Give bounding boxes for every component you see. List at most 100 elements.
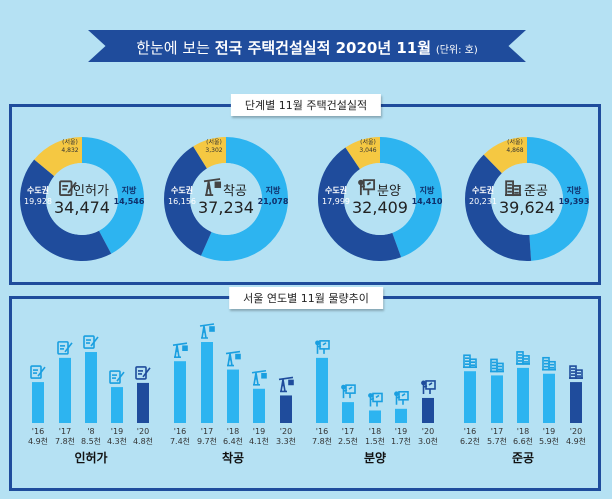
bar-value-label: 4.9천 <box>28 436 48 446</box>
bar <box>227 369 239 423</box>
document-pen-icon <box>83 335 99 349</box>
bar <box>174 361 186 423</box>
document-pen-icon <box>59 180 77 197</box>
crane-icon <box>225 350 241 367</box>
donut-total: 32,409 <box>352 198 408 217</box>
bar-value-label: 3.3천 <box>276 436 296 446</box>
bar-value-label: 9.7천 <box>197 436 217 446</box>
document-pen-icon <box>109 370 125 384</box>
seoul-label: (서울) <box>507 138 523 146</box>
donut-slice-capital <box>163 146 212 256</box>
donut-total: 34,474 <box>54 198 110 217</box>
bar-value-label: 1.5천 <box>365 436 385 446</box>
bar <box>59 357 71 423</box>
title-main: 전국 주택건설실적 2020년 11월 <box>214 39 432 57</box>
bar-value-label: 6.2천 <box>460 436 480 446</box>
presenter-board-icon <box>394 391 409 405</box>
bar <box>464 371 476 423</box>
donut-slice-seoul <box>483 137 527 174</box>
bar-value-label: 4.3천 <box>107 436 127 446</box>
seoul-label: (서울) <box>206 138 222 146</box>
bar-year-label: '17 <box>59 427 71 436</box>
bar-value-label: 5.7천 <box>487 436 507 446</box>
local-value: 19,393 <box>559 197 590 206</box>
bar-year-label: '19 <box>253 427 265 436</box>
capital-value: 19,928 <box>24 197 52 206</box>
buildings-icon <box>490 358 504 373</box>
bar <box>369 410 381 423</box>
bar-year-label: '17 <box>201 427 213 436</box>
bar-year-label: '20 <box>570 427 582 436</box>
crane-icon <box>172 342 188 359</box>
bar <box>316 357 328 423</box>
bar-year-label: '20 <box>137 427 149 436</box>
donut-stage-label: 준공 <box>524 184 548 199</box>
capital-label: 수도권 <box>27 185 49 195</box>
buildings-icon <box>542 356 556 371</box>
page-title: 한눈에 보는 전국 주택건설실적 2020년 11월 (단위: 호) <box>88 37 526 58</box>
title-banner: 한눈에 보는 전국 주택건설실적 2020년 11월 (단위: 호) <box>88 30 526 62</box>
capital-label: 수도권 <box>325 185 347 195</box>
local-label: 지방 <box>266 185 281 195</box>
crane-icon <box>199 323 215 339</box>
document-pen-icon <box>30 365 46 379</box>
seoul-value: 4,868 <box>506 147 523 154</box>
bar <box>111 387 123 423</box>
bar-value-label: 2.5천 <box>338 436 358 446</box>
presenter-board-icon <box>358 179 376 196</box>
local-value: 14,546 <box>114 197 145 206</box>
bar-value-label: 7.8천 <box>55 436 75 446</box>
donut-slice-local <box>527 137 589 261</box>
title-prefix: 한눈에 보는 <box>136 39 215 57</box>
seoul-value: 3,302 <box>205 147 222 154</box>
bar-group-label: 분양 <box>364 450 386 465</box>
capital-value: 17,999 <box>322 197 350 206</box>
donut-stage-label: 인허가 <box>73 184 109 199</box>
unit-label: (단위: 호) <box>435 45 478 56</box>
bar-year-label: '18 <box>369 427 381 436</box>
bar-year-label: '16 <box>464 427 476 436</box>
bar-group-label: 착공 <box>222 450 244 465</box>
bar-value-label: 1.7천 <box>391 436 411 446</box>
bar <box>422 397 434 423</box>
bar <box>517 367 529 423</box>
buildings-icon <box>516 351 530 365</box>
donut-slice-seoul <box>345 137 380 170</box>
donut-total: 39,624 <box>499 198 555 217</box>
bar <box>491 375 503 423</box>
bar-value-label: 7.4천 <box>170 436 190 446</box>
donut-stage-label: 분양 <box>377 184 401 199</box>
donut-slice-seoul <box>34 137 82 177</box>
bar <box>543 373 555 423</box>
bar <box>137 382 149 423</box>
crane-icon <box>251 369 267 386</box>
donut-slice-seoul <box>193 137 226 169</box>
bar-value-label: 4.1천 <box>249 436 269 446</box>
donut-slice-capital <box>465 154 532 261</box>
donut-slice-local <box>200 137 288 261</box>
donut-slice-capital <box>20 159 112 261</box>
bar <box>570 382 582 423</box>
bar-year-label: '17 <box>342 427 354 436</box>
donut-slice-local <box>82 137 144 254</box>
bar-year-label: '17 <box>491 427 503 436</box>
bar-value-label: 4.8천 <box>133 436 153 446</box>
bar <box>342 402 354 423</box>
bar <box>395 408 407 423</box>
seoul-label: (서울) <box>360 138 376 146</box>
bar-group-label: 인허가 <box>74 450 107 465</box>
bar-year-label: '20 <box>280 427 292 436</box>
seoul-value: 3,046 <box>359 147 376 154</box>
presenter-board-icon <box>315 340 330 354</box>
presenter-board-icon <box>421 380 436 394</box>
bar <box>253 388 265 423</box>
bar-value-label: 6.6천 <box>513 436 533 446</box>
capital-label: 수도권 <box>171 185 193 195</box>
bar <box>85 352 97 423</box>
local-value: 14,410 <box>412 197 443 206</box>
bar-value-label: 3.0천 <box>418 436 438 446</box>
bar-year-label: '19 <box>543 427 555 436</box>
bar-value-label: 5.9천 <box>539 436 559 446</box>
